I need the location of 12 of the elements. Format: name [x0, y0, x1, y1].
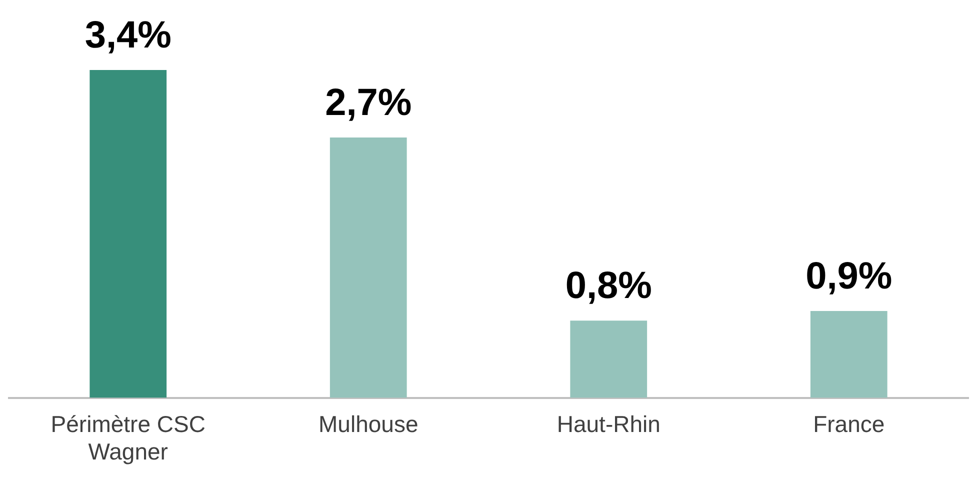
x-tick-label: Périmètre CSC Wagner: [50, 410, 206, 465]
data-label: 3,4%: [84, 14, 172, 56]
x-tick-label: France: [813, 410, 885, 437]
data-label: 0,8%: [565, 265, 652, 308]
bar: [570, 320, 648, 398]
data-label: 2,7%: [325, 82, 412, 124]
x-tick-label: Mulhouse: [318, 410, 418, 437]
x-tick-label: Haut-Rhin: [556, 410, 660, 437]
bar: [330, 137, 407, 398]
bar: [810, 311, 888, 398]
data-label: 0,9%: [806, 256, 892, 298]
bar: [90, 70, 167, 398]
